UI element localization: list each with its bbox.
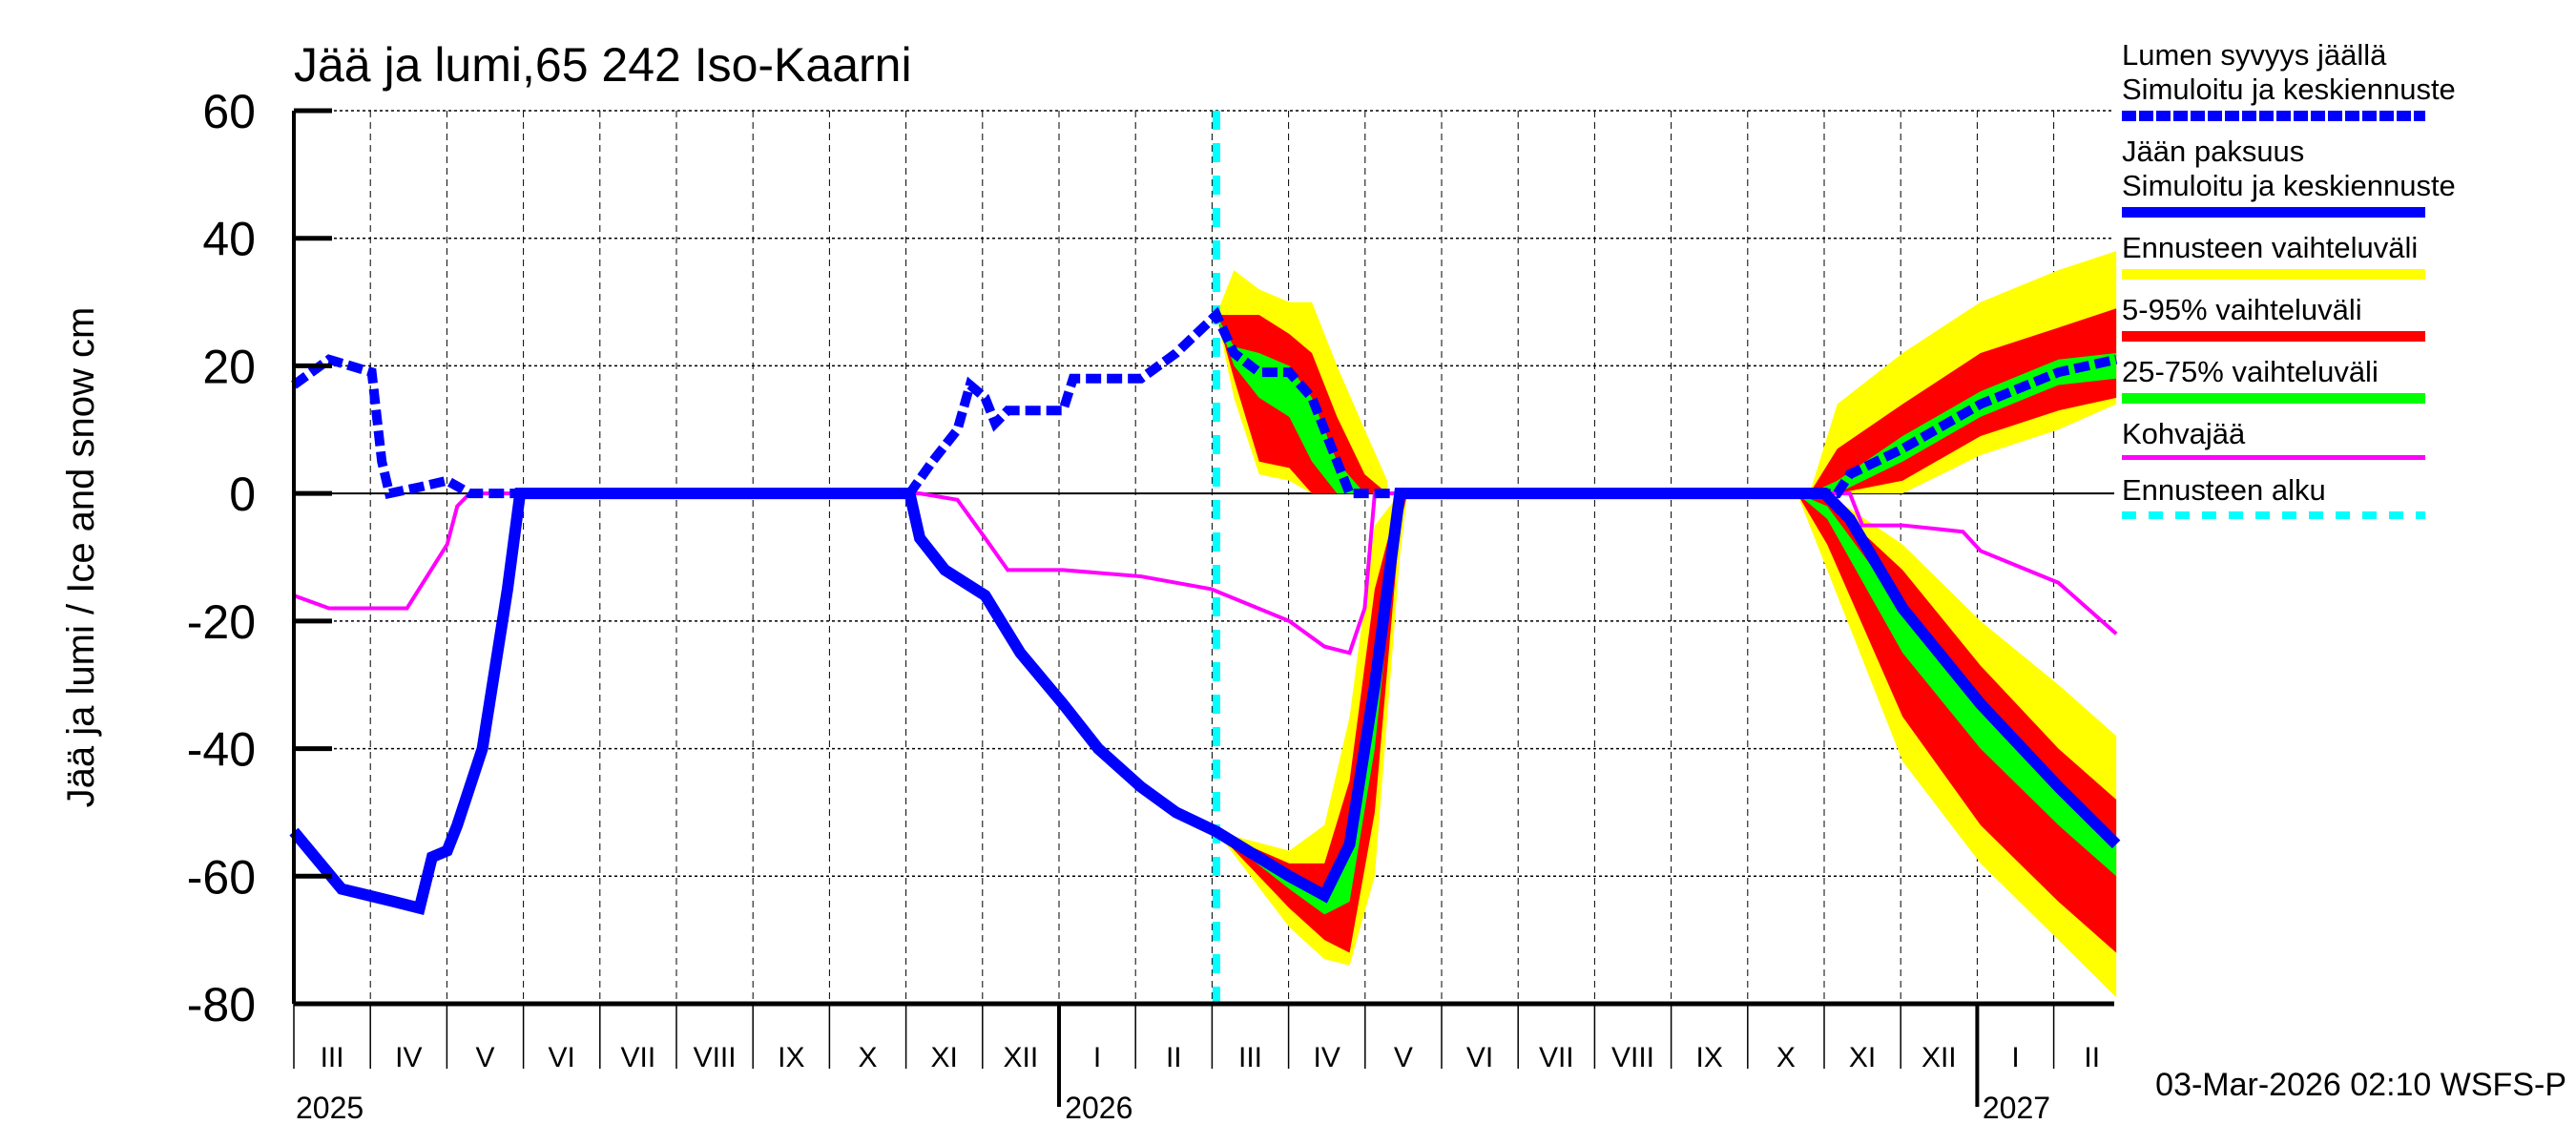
legend-label: 5-95% vaihteluväli xyxy=(2122,293,2362,326)
legend-swatch xyxy=(2122,393,2425,404)
legend-label: Simuloitu ja keskiennuste xyxy=(2122,169,2456,202)
month-label: VII xyxy=(1539,1042,1574,1073)
y-tick-label: -40 xyxy=(187,723,256,777)
y-tick-label: 40 xyxy=(202,213,256,266)
p25-75-band xyxy=(1797,493,2117,877)
month-label: IV xyxy=(395,1042,422,1073)
legend-label: Jään paksuus xyxy=(2122,135,2305,168)
legend-label: Ennusteen vaihteluväli xyxy=(2122,231,2419,264)
legend-label: Ennusteen alku xyxy=(2122,473,2326,507)
month-label: II xyxy=(1166,1042,1182,1073)
legend-label: 25-75% vaihteluväli xyxy=(2122,355,2379,388)
legend-label: Lumen syvyys jäällä xyxy=(2122,38,2387,72)
month-label: I xyxy=(1093,1042,1101,1073)
legend-swatch xyxy=(2122,331,2425,342)
month-label: IX xyxy=(1696,1042,1723,1073)
year-label: 2026 xyxy=(1065,1091,1132,1125)
y-tick-label: 20 xyxy=(202,340,256,393)
month-label: VIII xyxy=(1611,1042,1654,1073)
y-axis-label: Jää ja lumi / Ice and snow cm xyxy=(60,307,102,808)
legend-item: Kohvajää xyxy=(2122,417,2570,460)
month-label: III xyxy=(1238,1042,1262,1073)
p5-95-band xyxy=(1797,493,2117,953)
month-label: V xyxy=(1394,1042,1413,1073)
legend-item: 5-95% vaihteluväli xyxy=(2122,293,2570,342)
month-label: X xyxy=(858,1042,877,1073)
y-tick-label: 0 xyxy=(229,468,256,521)
legend-swatch xyxy=(2122,111,2425,121)
chart-title: Jää ja lumi,65 242 Iso-Kaarni xyxy=(294,38,912,92)
snow-depth-line xyxy=(291,306,2118,500)
legend-item: Ennusteen vaihteluväli xyxy=(2122,231,2570,280)
month-label: IX xyxy=(778,1042,804,1073)
legend-swatch xyxy=(2122,207,2425,218)
month-label: I xyxy=(2011,1042,2019,1073)
month-label: XII xyxy=(1922,1042,1957,1073)
p25-75-band xyxy=(1215,314,1388,494)
month-label: XII xyxy=(1004,1042,1039,1073)
month-label: VI xyxy=(1466,1042,1493,1073)
legend-label: Kohvajää xyxy=(2122,417,2246,450)
month-label: VIII xyxy=(694,1042,737,1073)
legend-item: 25-75% vaihteluväli xyxy=(2122,355,2570,404)
month-label: II xyxy=(2084,1042,2100,1073)
legend-item: Jään paksuus Simuloitu ja keskiennuste xyxy=(2122,135,2570,218)
legend-swatch xyxy=(2122,269,2425,280)
month-label: III xyxy=(321,1042,344,1073)
month-label: VII xyxy=(621,1042,656,1073)
legend-item: Ennusteen alku xyxy=(2122,473,2570,519)
footer-timestamp: 03-Mar-2026 02:10 WSFS-P xyxy=(2155,1067,2566,1103)
slush-line xyxy=(293,491,2118,656)
y-tick-label: -60 xyxy=(187,850,256,904)
legend-swatch xyxy=(2122,455,2425,460)
legend-label: Simuloitu ja keskiennuste xyxy=(2122,73,2456,106)
month-label: XI xyxy=(931,1042,958,1073)
y-tick-label: 60 xyxy=(202,85,256,138)
month-label: XI xyxy=(1849,1042,1876,1073)
month-label: IV xyxy=(1314,1042,1340,1073)
legend-item: Lumen syvyys jäällä Simuloitu ja keskienn… xyxy=(2122,38,2570,121)
month-label: VI xyxy=(549,1042,575,1073)
year-label: 2027 xyxy=(1983,1091,2050,1125)
month-label: V xyxy=(475,1042,494,1073)
month-label: X xyxy=(1776,1042,1796,1073)
year-label: 2025 xyxy=(296,1091,364,1125)
y-tick-label: -80 xyxy=(187,978,256,1031)
legend-swatch xyxy=(2122,511,2425,519)
y-tick-label: -20 xyxy=(187,595,256,649)
legend: Lumen syvyys jäällä Simuloitu ja keskienn… xyxy=(2122,38,2570,532)
